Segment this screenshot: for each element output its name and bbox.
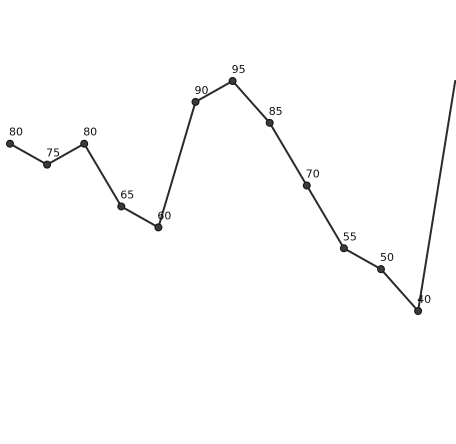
data-point (6, 139, 14, 148)
line-segment (342, 247, 382, 271)
data-point (43, 160, 52, 169)
line-segment (305, 184, 345, 250)
data-label: 70 (306, 168, 320, 181)
data-point (339, 244, 348, 253)
line-segment (380, 268, 420, 312)
line-segment (157, 100, 197, 229)
data-point (80, 139, 89, 148)
line-segment (231, 80, 271, 124)
data-points (6, 77, 423, 315)
data-label: 85 (269, 105, 283, 118)
data-label: 75 (46, 147, 60, 160)
line-segment (194, 80, 234, 103)
data-label: 60 (157, 209, 171, 222)
data-point (414, 307, 423, 315)
data-label: 90 (195, 84, 209, 97)
line-segment (9, 142, 49, 166)
line-segment (268, 121, 308, 187)
data-point (265, 118, 274, 127)
line-segment (83, 142, 123, 208)
line-segment (417, 80, 456, 312)
data-label: 40 (417, 293, 431, 306)
data-label: 55 (343, 230, 357, 243)
data-point (228, 77, 237, 85)
data-labels: 80 75 80 65 60 90 95 85 70 55 50 40 (9, 63, 431, 306)
data-label: 50 (380, 251, 394, 264)
data-point (154, 223, 163, 232)
data-label: 80 (9, 126, 23, 139)
data-point (302, 181, 311, 190)
line-segment (120, 205, 160, 229)
data-point (191, 97, 200, 106)
series-line (9, 80, 456, 312)
data-label: 65 (120, 188, 134, 201)
data-point (377, 265, 385, 274)
line-segment (46, 142, 86, 166)
data-label: 95 (232, 63, 246, 76)
data-point (117, 202, 126, 211)
data-label: 80 (83, 126, 97, 139)
